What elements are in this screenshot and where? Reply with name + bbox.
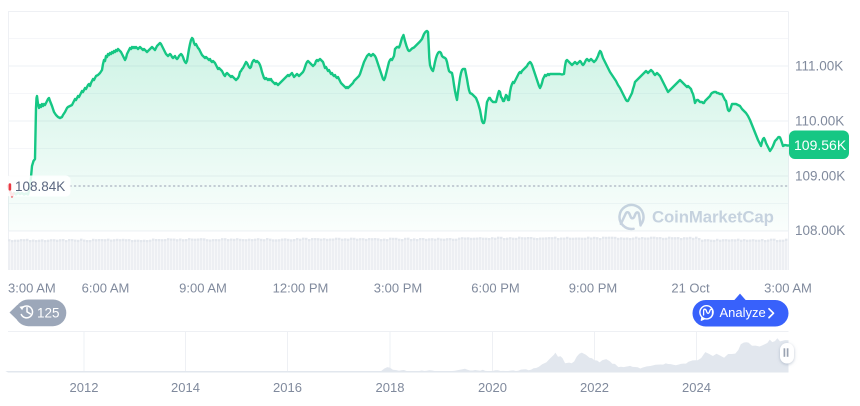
- svg-text:108.84K: 108.84K: [15, 179, 65, 194]
- svg-text:2012: 2012: [70, 380, 99, 395]
- svg-text:110.00K: 110.00K: [795, 114, 844, 129]
- svg-text:6:00 AM: 6:00 AM: [82, 281, 130, 296]
- svg-text:109.56K: 109.56K: [794, 137, 847, 153]
- svg-text:6:00 PM: 6:00 PM: [471, 281, 519, 296]
- svg-text:109.00K: 109.00K: [795, 169, 845, 184]
- svg-text:2024: 2024: [682, 380, 711, 395]
- svg-text:9:00 AM: 9:00 AM: [179, 281, 227, 296]
- svg-text:3:00 PM: 3:00 PM: [374, 281, 422, 296]
- svg-text:125: 125: [37, 305, 60, 320]
- svg-text:111.00K: 111.00K: [795, 59, 843, 74]
- svg-text:108.00K: 108.00K: [795, 223, 845, 238]
- svg-text:3:00 AM: 3:00 AM: [764, 281, 812, 296]
- svg-text:2018: 2018: [376, 380, 405, 395]
- svg-text:2022: 2022: [580, 380, 609, 395]
- svg-text:3:00 AM: 3:00 AM: [8, 281, 56, 296]
- svg-text:2016: 2016: [273, 380, 302, 395]
- svg-text:9:00 PM: 9:00 PM: [569, 281, 617, 296]
- svg-text:21 Oct: 21 Oct: [671, 281, 710, 296]
- svg-text:2020: 2020: [478, 380, 507, 395]
- svg-text:2014: 2014: [171, 380, 200, 395]
- svg-text:Analyze: Analyze: [720, 305, 766, 320]
- svg-text:12:00 PM: 12:00 PM: [273, 281, 329, 296]
